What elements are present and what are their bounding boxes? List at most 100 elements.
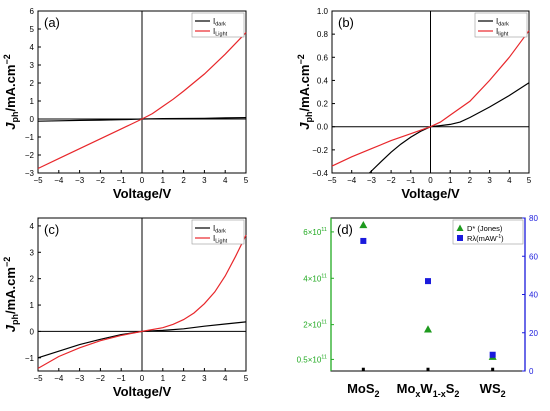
right-tick-label: 80 xyxy=(529,214,538,223)
series-line-dark xyxy=(368,82,530,174)
y-tick-label: 1 xyxy=(30,301,35,310)
marker-triangle xyxy=(424,325,432,333)
y-tick-label: 0.4 xyxy=(317,76,329,85)
right-tick-label: 0 xyxy=(529,367,534,376)
legend-frame xyxy=(474,12,528,38)
y-tick-label: −0.2 xyxy=(312,146,328,155)
left-tick-label: 4×1011 xyxy=(303,273,327,283)
series-line-Light xyxy=(37,234,247,369)
x-tick-label: 1 xyxy=(448,176,453,185)
legend-entry: Idark xyxy=(213,17,226,28)
left-tick-label: 0.5×1011 xyxy=(297,354,327,364)
legend-entry: Ilight xyxy=(496,27,509,38)
marker-square xyxy=(425,278,431,285)
x-tick-label: 4 xyxy=(223,374,228,383)
x-tick-label: −4 xyxy=(54,374,64,383)
x-axis-label: Voltage/V xyxy=(401,186,460,201)
panel-0: −5 −4 −3 −2 −1 0 1 2 3 4 5 −3 −2 −1 0 1 2 3 4 5 6 IdarkILight… xyxy=(2,7,249,201)
marker-square xyxy=(360,237,367,244)
y-tick-label: −3 xyxy=(25,169,35,178)
legend-entry: ILight xyxy=(213,234,228,245)
x-tick-label: 3 xyxy=(202,176,207,185)
x-tick-label: 0 xyxy=(140,374,145,383)
legend-frame xyxy=(191,12,245,38)
legend: D* (Jones)Rλ(mAW-1) xyxy=(452,219,524,245)
panel-label: (b) xyxy=(338,15,354,30)
category-label: MoxW1-xS2 xyxy=(397,381,460,399)
y-tick-label: 0 xyxy=(30,115,35,124)
marker-triangle xyxy=(359,220,368,229)
panel-label: (a) xyxy=(44,15,60,30)
y-tick-label: 6 xyxy=(30,7,35,16)
legend-entry: D* (Jones) xyxy=(467,224,503,233)
x-tick-label: 5 xyxy=(244,374,249,383)
y-tick-label: 1 xyxy=(30,97,35,106)
x-tick-label: 5 xyxy=(527,176,532,185)
y-tick-label: −1 xyxy=(25,354,35,363)
y-axis-label: Jph/mA.cm−2 xyxy=(2,54,20,129)
y-tick-label: 3 xyxy=(30,248,35,257)
panel-label: (c) xyxy=(44,222,59,237)
marker-baseline xyxy=(491,367,495,371)
right-tick-label: 60 xyxy=(529,252,538,261)
x-tick-label: 1 xyxy=(161,374,166,383)
x-tick-label: 0 xyxy=(140,176,145,185)
y-tick-label: 4 xyxy=(30,222,35,231)
y-tick-label: 0 xyxy=(30,327,35,336)
x-tick-label: 1 xyxy=(161,176,166,185)
y-axis-label: Jph/mA.cm−2 xyxy=(2,257,20,332)
x-axis-label: Voltage/V xyxy=(113,384,172,399)
y-tick-label: 0.2 xyxy=(317,100,329,109)
category-label: WS2 xyxy=(480,381,506,399)
right-tick-label: 20 xyxy=(529,329,538,338)
legend-entry: ILight xyxy=(213,27,228,38)
panel-label: (d) xyxy=(337,222,353,237)
y-axis-label: Jph/mA.cm−2 xyxy=(296,54,314,129)
left-tick-label: 2×1011 xyxy=(303,320,327,330)
series-line-light xyxy=(331,30,530,167)
x-tick-label: 4 xyxy=(223,176,228,185)
panel-1: −5 −4 −3 −2 −1 0 1 2 3 4 5 −0.4 −0.2 0.0 0.2 0.4 0.6 0.8 1… xyxy=(296,7,532,201)
x-tick-label: 5 xyxy=(244,176,249,185)
x-tick-label: −2 xyxy=(96,374,106,383)
x-tick-label: −4 xyxy=(347,176,357,185)
y-tick-label: −1 xyxy=(25,133,35,142)
y-tick-label: 4 xyxy=(30,43,35,52)
x-tick-label: −1 xyxy=(117,374,127,383)
legend-entry: Idark xyxy=(496,17,509,28)
x-tick-label: −3 xyxy=(75,176,85,185)
right-tick-label: 40 xyxy=(529,291,538,300)
panel-3: 0.5×1011 2×1011 4×1011 6×1011 0 20 40 60 80 MoS2 M… xyxy=(297,214,539,399)
x-tick-label: 2 xyxy=(468,176,473,185)
left-tick-label: 6×1011 xyxy=(303,227,327,237)
x-tick-label: −3 xyxy=(75,374,85,383)
x-tick-label: −2 xyxy=(96,176,106,185)
x-tick-label: −5 xyxy=(33,374,43,383)
y-tick-label: 1.0 xyxy=(317,7,329,16)
y-tick-label: 0.8 xyxy=(317,30,329,39)
legend-entry: Idark xyxy=(213,224,226,235)
legend-frame xyxy=(452,219,524,245)
y-tick-label: −2 xyxy=(25,151,35,160)
x-tick-label: 4 xyxy=(507,176,512,185)
y-tick-label: 2 xyxy=(30,79,35,88)
y-tick-label: 0.6 xyxy=(317,53,329,62)
x-axis-label: Voltage/V xyxy=(113,186,172,201)
x-tick-label: 2 xyxy=(181,374,186,383)
legend-entry: Rλ(mAW-1) xyxy=(467,234,504,243)
marker-baseline xyxy=(426,367,430,371)
x-tick-label: −5 xyxy=(33,176,43,185)
legend-swatch-triangle xyxy=(456,224,464,231)
x-tick-label: 2 xyxy=(181,176,186,185)
x-tick-label: −1 xyxy=(117,176,127,185)
x-tick-label: 3 xyxy=(487,176,492,185)
y-tick-label: 2 xyxy=(30,275,35,284)
y-tick-label: 0.0 xyxy=(317,123,329,132)
legend-swatch-square xyxy=(457,235,463,241)
x-tick-label: −3 xyxy=(367,176,377,185)
